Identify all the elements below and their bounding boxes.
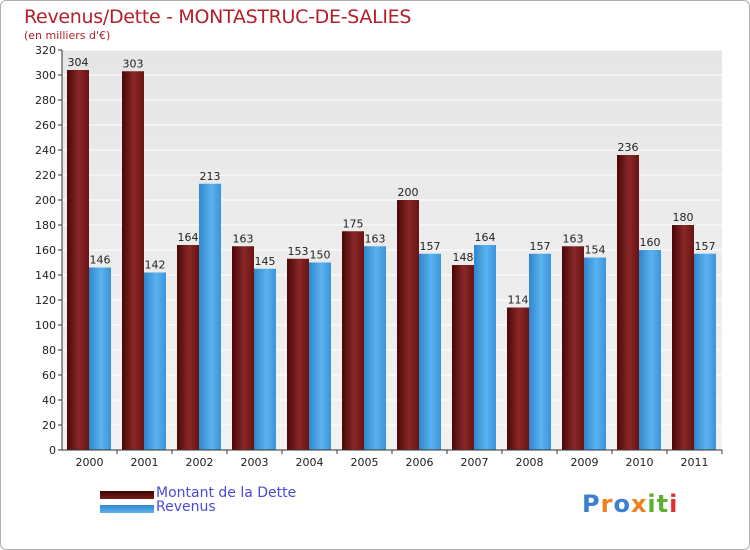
data-label-debt-2009: 163 [563,232,584,245]
x-tick-label-2011: 2011 [681,456,709,469]
bar-revenus-2002 [199,183,221,450]
logo-letter: r [600,490,614,518]
legend-label-debt: Montant de la Dette [156,485,297,501]
data-label-revenus-2008: 157 [530,240,551,253]
logo-letter: t [656,490,670,518]
bar-revenus-2006 [419,253,441,450]
y-tick-label: 120 [35,294,56,307]
legend-label-revenus: Revenus [156,499,216,515]
bar-revenus-2004 [309,262,331,450]
bar-revenus-2009 [584,257,606,450]
bar-revenus-2008 [529,253,551,450]
x-axis-ticks: 2000 2001 2002 2003 2004 2005 2006 2007 2008 2009… [76,450,723,469]
bar-debt-2003 [232,246,254,450]
logo-letter: i [647,490,657,518]
bars [67,70,716,450]
data-label-revenus-2010: 160 [640,236,661,249]
x-tick-label-2003: 2003 [241,456,269,469]
legend-item-revenus: Revenus [100,499,360,517]
y-tick-label: 140 [35,269,56,282]
y-tick-label: 320 [35,44,56,57]
bar-debt-2005 [342,231,364,450]
bar-revenus-2001 [144,272,166,450]
bar-debt-2000 [67,70,89,450]
y-tick-label: 180 [35,219,56,232]
bar-debt-2010 [617,155,639,450]
y-tick-label: 300 [35,69,56,82]
data-label-revenus-2005: 163 [365,232,386,245]
data-label-debt-2001: 303 [123,57,144,70]
data-label-debt-2005: 175 [343,217,364,230]
y-tick-label: 260 [35,119,56,132]
y-tick-label: 40 [42,394,56,407]
y-tick-label: 0 [49,444,56,457]
x-tick-label-2004: 2004 [296,456,324,469]
legend-swatch-debt [100,491,154,499]
data-label-debt-2011: 180 [673,211,694,224]
data-label-debt-2002: 164 [178,231,199,244]
x-tick-label-2009: 2009 [571,456,599,469]
y-tick-label: 80 [42,344,56,357]
data-label-debt-2007: 148 [453,251,474,264]
y-tick-label: 160 [35,244,56,257]
data-label-revenus-2001: 142 [145,259,166,272]
chart-title: Revenus/Dette - MONTASTRUC-DE-SALIES [24,6,412,28]
bar-debt-2001 [122,71,144,450]
data-label-revenus-2011: 157 [695,240,716,253]
bar-debt-2007 [452,265,474,450]
bar-debt-2002 [177,245,199,450]
bar-debt-2011 [672,225,694,450]
data-label-revenus-2003: 145 [255,255,276,268]
data-label-debt-2008: 114 [508,294,529,307]
logo-letter: o [613,490,631,518]
logo-letter: i [669,490,679,518]
bar-revenus-2007 [474,245,496,450]
bar-debt-2006 [397,200,419,450]
y-tick-label: 60 [42,369,56,382]
logo-letter: x [630,490,648,518]
y-axis-ticks: 0 20 40 60 80 100 120 140 160 180 200 220 240 260 280 3… [35,44,62,457]
y-tick-label: 100 [35,319,56,332]
bar-revenus-2000 [89,267,111,450]
proxiti-logo: Proxiti [582,490,678,518]
bar-revenus-2005 [364,246,386,450]
x-tick-label-2002: 2002 [186,456,214,469]
data-label-revenus-2009: 154 [585,244,606,257]
data-label-revenus-2002: 213 [200,170,221,183]
legend-swatch-revenus [100,505,154,513]
bar-debt-2008 [507,307,529,450]
data-label-debt-2004: 153 [288,245,309,258]
data-label-debt-2000: 304 [68,56,89,69]
data-label-revenus-2004: 150 [310,249,331,262]
x-tick-label-2005: 2005 [351,456,379,469]
bar-revenus-2010 [639,250,661,450]
data-label-debt-2010: 236 [618,141,639,154]
x-tick-label-2007: 2007 [461,456,489,469]
legend-item-debt: Montant de la Dette [100,485,360,503]
data-label-revenus-2007: 164 [475,231,496,244]
x-tick-label-2006: 2006 [406,456,434,469]
y-tick-label: 20 [42,419,56,432]
data-label-revenus-2000: 146 [90,254,111,267]
data-label-debt-2003: 163 [233,232,254,245]
x-tick-label-2008: 2008 [516,456,544,469]
x-tick-label-2000: 2000 [76,456,104,469]
data-label-revenus-2006: 157 [420,240,441,253]
chart-subtitle: (en milliers d'€) [24,29,111,42]
y-tick-label: 280 [35,94,56,107]
y-tick-label: 220 [35,169,56,182]
y-tick-label: 200 [35,194,56,207]
x-tick-label-2001: 2001 [131,456,159,469]
data-label-debt-2006: 200 [398,186,419,199]
logo-letter: P [582,490,601,518]
bar-revenus-2003 [254,268,276,450]
x-tick-label-2010: 2010 [626,456,654,469]
bar-debt-2004 [287,258,309,450]
bar-debt-2009 [562,246,584,450]
y-tick-label: 240 [35,144,56,157]
bar-revenus-2011 [694,253,716,450]
